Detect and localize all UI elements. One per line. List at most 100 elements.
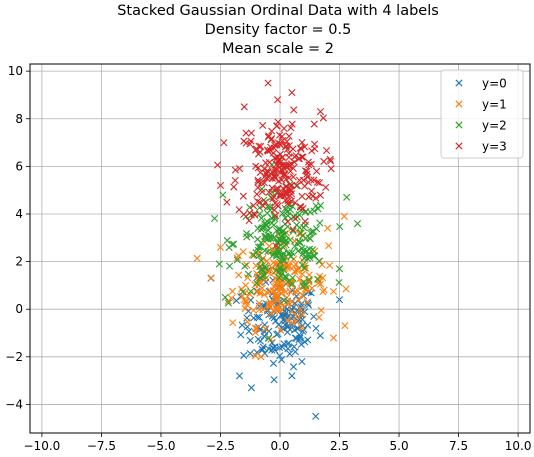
data-point [309, 246, 317, 254]
data-point [310, 140, 319, 148]
data-point [224, 299, 232, 307]
x-tick-label: 2.5 [330, 439, 349, 453]
data-point [303, 167, 311, 175]
data-point [343, 193, 351, 201]
data-point [263, 235, 272, 243]
data-point [329, 334, 338, 342]
data-point [278, 176, 286, 184]
data-point [314, 205, 322, 213]
data-point [295, 275, 304, 283]
data-point [257, 353, 265, 361]
x-tick-label: −5.0 [146, 439, 175, 453]
data-point [274, 247, 283, 255]
data-point [258, 265, 266, 273]
data-point [225, 262, 234, 270]
data-point [281, 272, 290, 280]
data-point [240, 351, 248, 360]
data-point [297, 340, 305, 349]
data-point [299, 282, 307, 290]
data-point [307, 160, 315, 168]
data-point [293, 267, 302, 275]
legend-label: y=3 [482, 140, 507, 154]
data-point [229, 319, 237, 327]
data-point [235, 206, 243, 214]
data-point [342, 285, 350, 293]
data-point [271, 343, 279, 351]
data-point [262, 169, 270, 177]
data-point [254, 243, 263, 251]
data-point [246, 203, 254, 211]
data-point [315, 257, 323, 265]
data-point [312, 324, 320, 332]
data-point [228, 287, 237, 295]
data-point [193, 254, 201, 262]
data-point [298, 310, 307, 319]
data-point [285, 249, 293, 257]
data-point [293, 286, 301, 294]
data-point [269, 195, 277, 203]
data-point [297, 203, 305, 211]
data-point [267, 309, 275, 317]
data-point [252, 146, 260, 154]
data-point [298, 291, 306, 299]
data-point [255, 305, 263, 314]
data-point [278, 132, 286, 140]
data-point [269, 359, 278, 367]
data-point [289, 226, 297, 234]
data-point [260, 290, 269, 299]
data-point [292, 260, 300, 268]
data-point [320, 157, 328, 166]
data-point [243, 318, 251, 326]
x-axis: −10.0 −7.5 −5.0 −2.5 0.0 2.5 5.0 7.5 10.0 [24, 433, 531, 453]
data-point [233, 256, 241, 264]
data-point [298, 270, 306, 278]
data-point [300, 223, 308, 232]
data-point [239, 288, 247, 296]
data-point [278, 356, 286, 364]
data-point [327, 165, 335, 173]
data-point [264, 147, 272, 155]
data-point [254, 197, 262, 206]
data-point [254, 249, 263, 257]
data-point [256, 243, 264, 251]
data-point [281, 230, 289, 238]
data-point [277, 289, 285, 297]
data-point [285, 339, 293, 347]
data-point [258, 272, 266, 280]
data-point [246, 231, 255, 239]
data-point [251, 352, 260, 360]
y-tick-label: 8 [15, 112, 23, 126]
data-point [270, 221, 278, 229]
data-point [312, 202, 320, 210]
data-point [292, 288, 300, 297]
data-point [246, 336, 254, 344]
data-point [259, 121, 267, 130]
data-point [249, 306, 258, 314]
chart-title-line-1: Stacked Gaussian Ordinal Data with 4 lab… [117, 3, 439, 19]
data-point [274, 96, 282, 104]
data-point [256, 168, 264, 177]
data-point [255, 313, 264, 322]
data-point [235, 372, 244, 380]
data-point [315, 313, 323, 322]
data-point [246, 140, 254, 148]
data-point [272, 252, 281, 260]
data-point [335, 278, 343, 287]
data-point [289, 173, 297, 181]
data-point [258, 224, 266, 232]
data-point [316, 219, 324, 227]
data-point [285, 142, 293, 150]
data-point [278, 283, 286, 291]
data-point [271, 174, 279, 182]
data-point [213, 161, 222, 169]
data-point [315, 179, 323, 187]
data-point [306, 254, 314, 262]
data-point [282, 274, 290, 282]
data-point [294, 247, 302, 255]
data-point [279, 254, 287, 262]
data-point [290, 343, 298, 351]
data-point [340, 212, 348, 220]
data-point [265, 188, 273, 196]
data-point [257, 266, 265, 274]
data-point [247, 384, 256, 392]
